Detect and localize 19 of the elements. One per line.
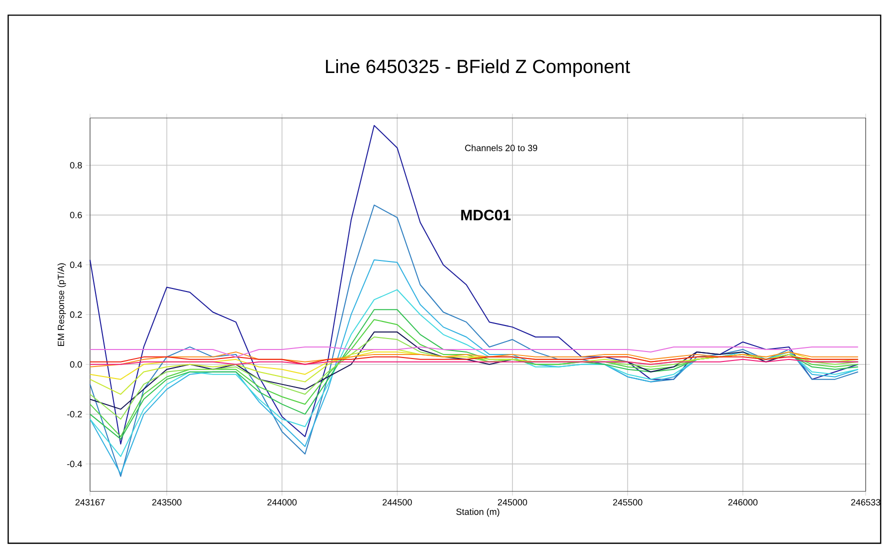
y-tick-label: -0.4 xyxy=(67,460,82,467)
x-tick-label: 243167 xyxy=(76,498,105,506)
annotation: Channels 20 to 39 xyxy=(465,144,538,151)
y-tick-label: 0.4 xyxy=(70,261,82,268)
x-tick-label: 245000 xyxy=(498,498,528,506)
x-tick-label: 244500 xyxy=(382,498,412,506)
y-tick-label: 0.2 xyxy=(70,311,82,318)
x-tick-label: 243500 xyxy=(152,498,182,506)
y-axis-title: EM Response (pT/A) xyxy=(58,263,66,346)
annotation: MDC01 xyxy=(461,210,511,220)
chart-title: Line 6450325 - BField Z Component xyxy=(326,59,630,77)
x-tick-label: 244000 xyxy=(267,498,297,506)
x-tick-label: 245500 xyxy=(613,498,642,506)
x-axis-title: Station (m) xyxy=(456,508,500,516)
y-tick-label: 0.6 xyxy=(70,212,82,218)
x-tick-label: 246000 xyxy=(728,498,758,506)
y-tick-label: 0.8 xyxy=(70,162,82,168)
y-tick-label: 0.0 xyxy=(70,360,82,368)
y-tick-label: -0.2 xyxy=(67,410,82,418)
